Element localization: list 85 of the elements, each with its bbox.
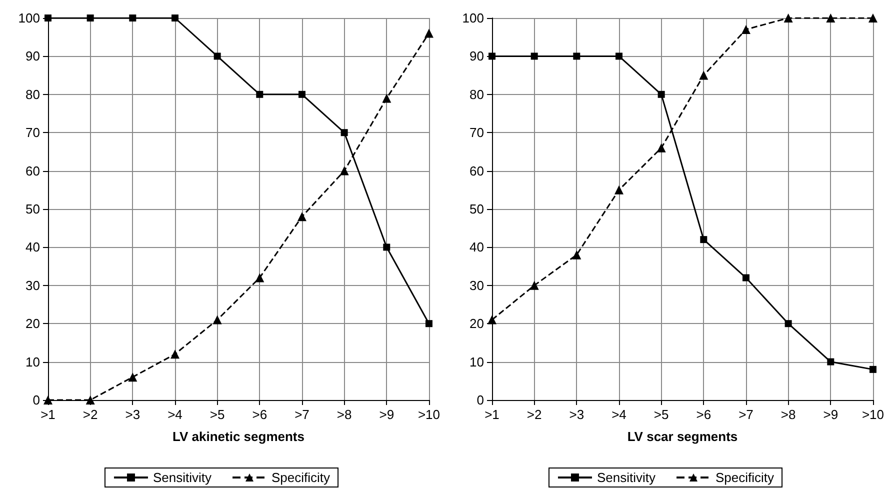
x-tick-label: >2 (82, 407, 98, 422)
point (170, 350, 180, 359)
point (615, 52, 622, 60)
point (869, 366, 876, 373)
y-tick-label: 10 (470, 354, 484, 370)
point (256, 90, 264, 98)
x-tick-label: >5 (210, 407, 225, 422)
x-tick-label: >8 (780, 407, 796, 422)
x-tick-label: >9 (823, 407, 838, 422)
point (530, 52, 538, 60)
point (530, 280, 539, 290)
point (488, 315, 496, 324)
y-tick-label: 80 (26, 86, 40, 102)
point (129, 14, 136, 22)
point (741, 24, 750, 34)
point (699, 70, 708, 80)
y-tick-label: 100 (18, 10, 40, 26)
point (255, 273, 264, 282)
y-tick-label: 70 (26, 125, 40, 140)
point (382, 94, 392, 103)
y-tick-label: 30 (26, 278, 40, 293)
y-tick-label: 90 (26, 48, 40, 64)
y-tick-label: 10 (26, 354, 40, 370)
point (128, 372, 138, 382)
x-tick-label: >10 (862, 407, 884, 422)
x-tick-label: >6 (696, 407, 712, 422)
point (784, 14, 793, 22)
point (171, 14, 178, 22)
point (340, 129, 348, 136)
point (658, 90, 665, 98)
x-tick-label: >4 (168, 407, 182, 422)
y-tick-label: 60 (470, 163, 484, 178)
x-tick-label: >2 (526, 407, 542, 422)
legend-label: Sensitivity (152, 470, 212, 485)
point (573, 52, 580, 60)
y-tick-label: 70 (470, 125, 484, 140)
y-tick-label: 0 (32, 392, 40, 408)
point (383, 244, 390, 251)
y-tick-label: 40 (470, 240, 484, 255)
point (86, 14, 94, 22)
point (212, 315, 222, 324)
x-tick-label: >5 (654, 407, 669, 422)
point (214, 52, 221, 60)
point (784, 320, 792, 328)
x-tick-label: >10 (418, 407, 440, 422)
point (614, 185, 624, 194)
point (425, 320, 432, 328)
x-axis-title: LV scar segments (627, 429, 738, 444)
y-tick-label: 50 (26, 202, 40, 216)
y-tick-label: 100 (462, 10, 484, 26)
x-tick-label: >3 (569, 407, 584, 422)
y-tick-label: 20 (470, 316, 484, 332)
x-tick-label: >8 (336, 407, 352, 422)
x-axis-title: LV akinetic segments (172, 429, 304, 444)
x-tick-label: >7 (738, 407, 754, 422)
y-tick-label: 50 (470, 202, 484, 216)
y-tick-label: 90 (470, 48, 484, 64)
point (827, 358, 834, 366)
point (868, 14, 878, 22)
legend-label: Specificity (716, 470, 775, 485)
point (572, 250, 582, 260)
y-tick-label: 80 (470, 86, 484, 102)
point (700, 236, 708, 244)
point (298, 90, 306, 98)
y-tick-label: 30 (470, 278, 484, 293)
x-tick-label: >9 (379, 407, 394, 422)
x-tick-label: >7 (294, 407, 310, 422)
y-tick-label: 20 (26, 316, 40, 332)
point (86, 396, 95, 404)
x-tick-label: >1 (40, 407, 56, 422)
x-tick-label: >1 (484, 407, 500, 422)
point (340, 166, 349, 176)
point (297, 212, 306, 222)
x-tick-label: >3 (125, 407, 140, 422)
point (424, 28, 434, 38)
point (826, 14, 836, 22)
legend-label: Specificity (272, 470, 331, 485)
x-tick-label: >4 (612, 407, 626, 422)
y-tick-label: 40 (26, 240, 40, 255)
point (656, 143, 666, 152)
point (742, 274, 750, 282)
legend-label: Sensitivity (596, 470, 656, 485)
y-tick-label: 60 (26, 163, 40, 178)
x-tick-label: >6 (252, 407, 268, 422)
y-tick-label: 0 (476, 392, 484, 408)
